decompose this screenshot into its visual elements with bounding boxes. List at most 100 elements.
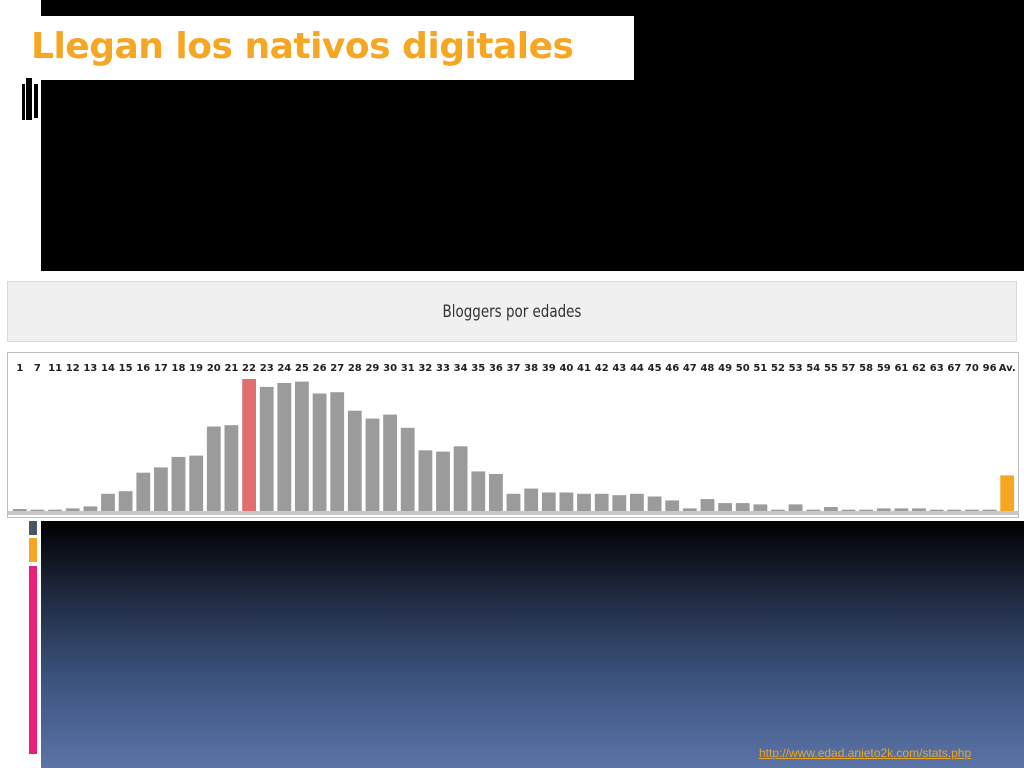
bar-55 [824, 507, 838, 511]
tick-label-13: 13 [83, 363, 97, 374]
tick-label-33: 33 [436, 363, 450, 374]
bar-26 [312, 393, 327, 511]
bar-Av [1000, 475, 1015, 511]
tick-label-59: 59 [877, 363, 891, 374]
bar-50 [735, 503, 750, 511]
tick-label-1: 1 [16, 363, 23, 374]
source-link[interactable]: http://www.edad.anieto2k.com/stats.php [759, 746, 972, 760]
tick-label-42: 42 [595, 363, 609, 374]
tick-label-19: 19 [189, 363, 203, 374]
tick-label-62: 62 [912, 363, 926, 374]
tick-label-15: 15 [119, 363, 133, 374]
bar-49 [718, 503, 732, 511]
tick-label-36: 36 [489, 363, 503, 374]
tick-label-18: 18 [172, 363, 186, 374]
tick-label-52: 52 [771, 363, 785, 374]
bar-41 [577, 493, 591, 511]
tick-label-46: 46 [665, 363, 679, 374]
tick-label-70: 70 [965, 363, 979, 374]
tick-label-37: 37 [507, 363, 521, 374]
tick-label-22: 22 [242, 363, 256, 374]
chart-title: Bloggers por edades [442, 302, 582, 322]
accent-bar-slate [29, 521, 37, 535]
bar-40 [559, 492, 574, 511]
slide-title: Llegan los nativos digitales [31, 26, 574, 67]
chart-header: Bloggers por edades [7, 281, 1017, 342]
tick-label-25: 25 [295, 363, 309, 374]
tick-label-51: 51 [753, 363, 767, 374]
bar-23 [259, 386, 274, 511]
bar-14 [101, 493, 115, 511]
tick-label-32: 32 [418, 363, 432, 374]
bar-62 [912, 508, 926, 511]
bar-42 [594, 493, 609, 511]
tick-label-39: 39 [542, 363, 556, 374]
bar-67 [947, 509, 962, 511]
tick-label-27: 27 [330, 363, 344, 374]
bar-1 [12, 509, 27, 511]
tick-label-30: 30 [383, 363, 397, 374]
bar-63 [929, 509, 944, 511]
tick-label-17: 17 [154, 363, 168, 374]
bar-58 [859, 509, 874, 511]
bar-21 [224, 425, 239, 511]
tick-label-31: 31 [401, 363, 415, 374]
tick-label-44: 44 [630, 363, 644, 374]
bar-39 [541, 492, 556, 511]
tick-label-48: 48 [700, 363, 714, 374]
tick-label-38: 38 [524, 363, 538, 374]
bar-25 [295, 381, 309, 511]
tick-label-96: 96 [983, 363, 997, 374]
bar-15 [118, 491, 133, 511]
bar-16 [136, 472, 151, 511]
bar-34 [453, 446, 468, 511]
bar-61 [894, 508, 909, 511]
x-tick-labels: 1 7 11 12 13 14 15 16 17 18 19 20 21 22 23 24 25 26 27 28 29… [16, 363, 1015, 374]
bar-17 [154, 467, 168, 511]
bar-11 [48, 509, 62, 511]
tick-label-57: 57 [842, 363, 856, 374]
tick-label-26: 26 [313, 363, 327, 374]
accent-bar-orange [29, 538, 37, 562]
tick-label-58: 58 [859, 363, 873, 374]
bar-37 [506, 493, 521, 511]
bar-54 [806, 509, 821, 511]
accent-bar-pink [29, 566, 37, 754]
bar-33 [436, 451, 450, 511]
title-box [17, 16, 634, 80]
bar-18 [171, 456, 186, 511]
bar-44 [630, 493, 644, 511]
bars [12, 379, 1015, 511]
bar-47 [682, 508, 697, 511]
bar-43 [612, 495, 627, 511]
chart-baseline [8, 511, 1018, 515]
bar-20 [206, 426, 221, 511]
decorative-stroke [22, 84, 25, 120]
bar-53 [788, 504, 803, 511]
bar-59 [876, 508, 891, 511]
tick-label-14: 14 [101, 363, 115, 374]
tick-label-61: 61 [894, 363, 908, 374]
bar-35 [471, 471, 486, 511]
bar-51 [753, 504, 768, 511]
tick-label-41: 41 [577, 363, 591, 374]
bar-70 [965, 509, 979, 511]
tick-label-40: 40 [559, 363, 573, 374]
bar-57 [841, 509, 856, 511]
bar-38 [524, 488, 539, 511]
bar-27 [330, 392, 345, 511]
bar-96 [982, 509, 997, 511]
bar-24 [277, 383, 292, 511]
bar-28 [347, 410, 362, 511]
bar-45 [647, 496, 662, 511]
tick-label-35: 35 [471, 363, 485, 374]
bar-31 [400, 427, 415, 511]
tick-label-47: 47 [683, 363, 697, 374]
bar-48 [700, 499, 715, 511]
bar-36 [489, 474, 503, 511]
tick-label-63: 63 [930, 363, 944, 374]
tick-label-28: 28 [348, 363, 362, 374]
decorative-stroke [34, 84, 38, 118]
bar-52 [771, 509, 785, 511]
bar-30 [383, 414, 397, 511]
